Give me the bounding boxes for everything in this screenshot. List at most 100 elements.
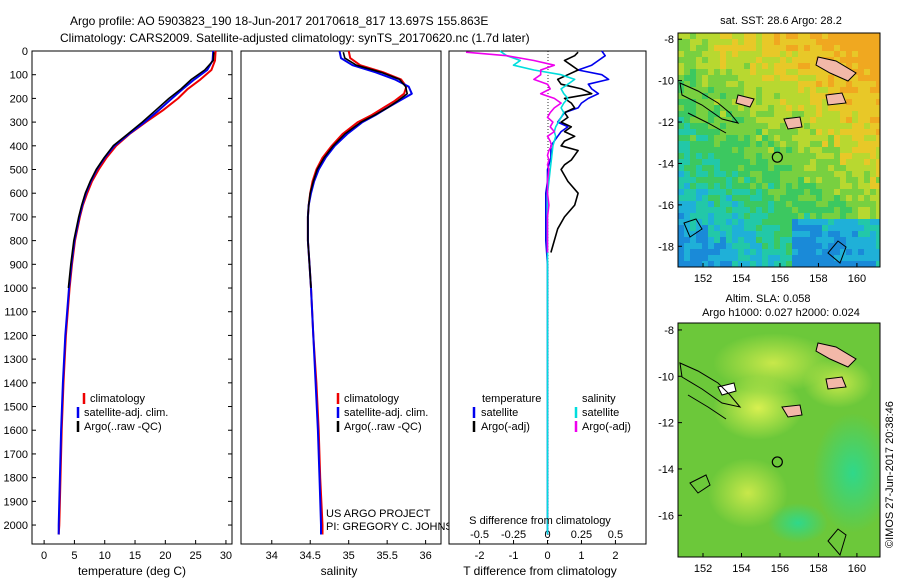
sst-cell [870,177,876,183]
sst-cell [864,123,870,129]
sst-cell [678,159,684,165]
sst-cell [840,87,846,93]
sst-cell [846,99,852,105]
sst-contour-2 [827,240,847,264]
sst-cell [858,225,864,231]
sst-cell [684,213,690,219]
sst-cell [840,39,846,45]
sst-cell [696,117,702,123]
sst-cell [744,69,750,75]
sst-cell [870,207,876,213]
sst-cell [744,153,750,159]
map-x-tick-label: 156 [771,563,789,575]
sst-cell [852,219,858,225]
sst-cell [684,171,690,177]
sst-cell [684,105,690,111]
sst-cell [678,51,684,57]
sst-cell [744,255,750,261]
sst-cell [696,201,702,207]
sst-cell [870,69,876,75]
sst-cell [732,39,738,45]
sst-cell [792,111,798,117]
sst-cell [702,213,708,219]
sst-cell [870,147,876,153]
sla-reef-line-1 [679,362,742,408]
sst-cell [834,123,840,129]
sst-cell [684,147,690,153]
sst-cell [732,99,738,105]
sst-cell [780,51,786,57]
sst-cell [798,171,804,177]
sst-cell [804,69,810,75]
sst-cell [840,183,846,189]
sst-cell [690,231,696,237]
sst-cell [810,33,816,39]
sst-cell [774,243,780,249]
sst-cell [732,183,738,189]
temperature-panel: 0100200300400500600700800900100011001200… [4,46,646,578]
sst-cell [756,177,762,183]
sst-cell [708,45,714,51]
sst-cell [816,261,822,267]
sst-cell [768,249,774,255]
sst-cell [780,123,786,129]
sst-cell [798,135,804,141]
sst-cell [750,135,756,141]
sst-cell [804,87,810,93]
sst-cell [762,33,768,39]
sst-cell [696,93,702,99]
sst-cell [720,81,726,87]
sst-cell [738,117,744,123]
sst-cell [762,141,768,147]
sst-cell [696,75,702,81]
sst-cell [690,159,696,165]
sst-cell [726,159,732,165]
sst-map-area [678,33,880,267]
sst-cell [822,171,828,177]
sst-cell [798,105,804,111]
sst-cell [696,147,702,153]
sst-cell [768,171,774,177]
sst-cell [720,33,726,39]
sst-cell [768,141,774,147]
sst-cell [714,159,720,165]
sst-cell [798,111,804,117]
sst-cell [696,63,702,69]
sst-cell [708,201,714,207]
sst-cell [762,135,768,141]
sst-cell [798,225,804,231]
sst-cell [870,123,876,129]
sst-cell [804,129,810,135]
sst-cell [822,99,828,105]
sst-cell [708,75,714,81]
map-x-tick-label: 160 [848,273,866,285]
sst-cell [864,63,870,69]
sst-cell [726,201,732,207]
diff-legend-sal-sat-label: satellite [582,407,619,419]
sst-cell [822,159,828,165]
sst-cell [732,189,738,195]
sst-cell [840,261,846,267]
sst-cell [678,75,684,81]
sst-coastlines [679,56,857,264]
sst-cell [708,225,714,231]
sst-cell [822,45,828,51]
sst-cell [720,165,726,171]
sst-cell [834,183,840,189]
sst-cell [678,81,684,87]
sst-cell [750,117,756,123]
sst-cell [786,87,792,93]
sst-cell [690,183,696,189]
diff-legend-temp-sat-label: satellite [481,407,518,419]
sst-cell [810,231,816,237]
sst-cell [684,261,690,267]
sst-cell [828,147,834,153]
sst-cell [828,141,834,147]
sst-cell [768,213,774,219]
sst-cell [876,39,880,45]
sst-cell [714,171,720,177]
sla-blob-2 [713,376,803,440]
sst-cell [696,183,702,189]
sst-cell [720,39,726,45]
sst-cell [702,189,708,195]
